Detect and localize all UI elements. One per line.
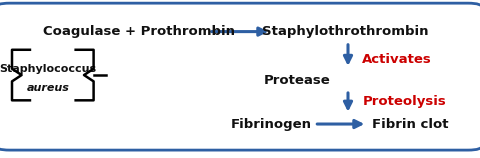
Text: Staphylococcus: Staphylococcus [0, 64, 96, 74]
Text: Proteolysis: Proteolysis [362, 95, 446, 108]
Text: aureus: aureus [26, 83, 70, 93]
FancyBboxPatch shape [0, 3, 480, 150]
Text: Fibrin clot: Fibrin clot [372, 118, 449, 131]
Text: Staphylothrothrombin: Staphylothrothrombin [263, 25, 429, 38]
Text: Fibrinogen: Fibrinogen [231, 118, 312, 131]
Text: Coagulase + Prothrombin: Coagulase + Prothrombin [43, 25, 235, 38]
Text: Protease: Protease [264, 74, 331, 87]
Text: Activates: Activates [362, 53, 432, 66]
